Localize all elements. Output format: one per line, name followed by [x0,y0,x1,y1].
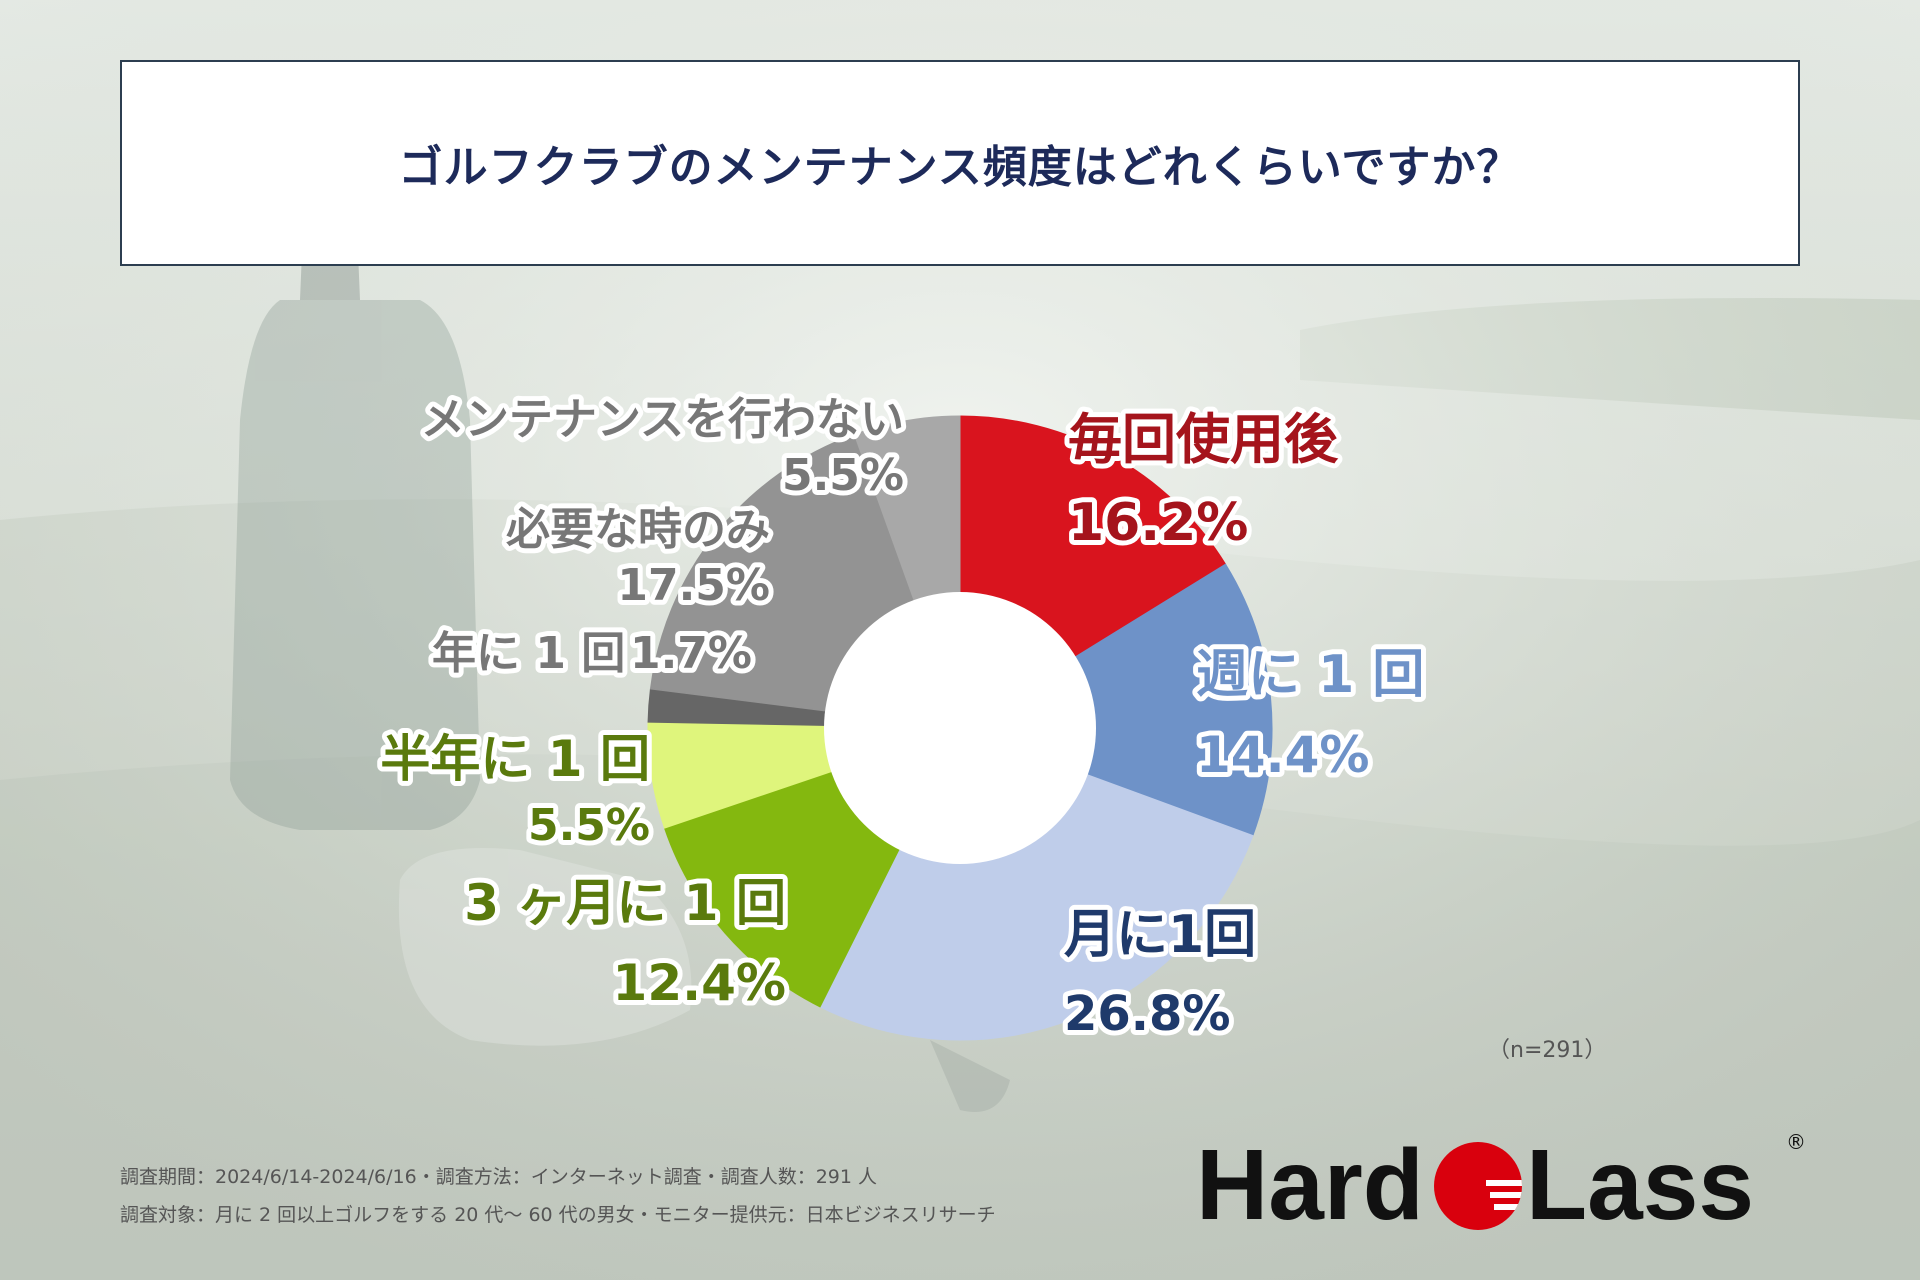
logo-text-lass: Lass [1526,1129,1754,1241]
labels-group: 毎回使用後 16.2% 週に 1 回 14.4% 月に1回 26.8% 3 ヶ月に 1 回 1… [375,389,1429,1047]
donut-hole [824,592,1096,864]
slice-label-4: 3 ヶ月に 1 回 [464,874,786,932]
sample-size-note: （n=291） [1488,1038,1607,1063]
slice-value-2: 14.4% [1196,726,1369,784]
slice-label-6: 年に 1 回 [432,628,625,679]
slice-label-3: 月に1回 [1064,905,1256,965]
survey-info-line-1: 調査期間：2024/6/14-2024/6/16・調査方法：インターネット調査・… [120,1166,878,1188]
slice-label-8: メンテナンスを行わない [421,394,904,445]
logo-dot-mark [1434,1142,1522,1230]
slice-value-5: 5.5% [528,800,650,851]
slice-value-1: 16.2% [1068,493,1248,553]
slice-value-6: 1.7% [630,628,752,679]
chart-title: ゴルフクラブのメンテナンス頻度はどれくらいですか？ [398,142,1522,193]
slice-value-8: 5.5% [782,450,904,501]
logo-text-hard: Hard [1196,1129,1424,1241]
brand-logo: Hard Lass ® [1196,1130,1816,1240]
slice-value-4: 12.4% [613,954,786,1012]
title-box: ゴルフクラブのメンテナンス頻度はどれくらいですか？ [120,60,1800,266]
slice-label-2: 週に 1 回 [1196,645,1424,705]
slice-label-7: 必要な時のみ [506,504,770,555]
slice-value-7: 17.5% [617,560,770,611]
registered-mark: ® [1786,1130,1806,1154]
slice-label-1: 毎回使用後 [1068,408,1339,471]
slice-2 [958,563,1273,837]
slice-value-3: 26.8% [1064,986,1231,1042]
slice-label-5: 半年に 1 回 [380,730,650,788]
survey-info-line-2: 調査対象：月に 2 回以上ゴルフをする 20 代〜 60 代の男女・モニター提供… [120,1204,996,1226]
